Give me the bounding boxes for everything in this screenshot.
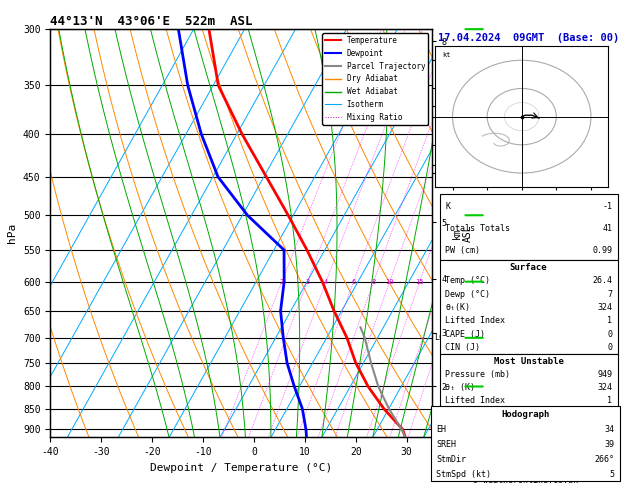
Text: StmDir: StmDir [436, 455, 466, 464]
Text: 0: 0 [607, 330, 612, 339]
Text: CAPE (J): CAPE (J) [445, 410, 485, 418]
Text: PW (cm): PW (cm) [445, 245, 480, 255]
Text: Most Unstable: Most Unstable [494, 357, 564, 365]
Text: 15: 15 [415, 278, 424, 285]
Text: 324: 324 [598, 383, 612, 392]
Text: EH: EH [436, 425, 446, 434]
Text: 41: 41 [603, 224, 612, 233]
Text: 44°13'N  43°06'E  522m  ASL: 44°13'N 43°06'E 522m ASL [50, 15, 253, 28]
Text: 3: 3 [305, 278, 309, 285]
Text: Totals Totals: Totals Totals [445, 224, 510, 233]
Text: 324: 324 [598, 303, 612, 312]
Text: LCL: LCL [433, 333, 448, 342]
Text: 4: 4 [324, 278, 328, 285]
Text: Dewp (°C): Dewp (°C) [445, 290, 490, 298]
Text: CIN (J): CIN (J) [445, 343, 480, 352]
Text: 1: 1 [607, 316, 612, 325]
Text: -1: -1 [603, 202, 612, 211]
Text: 7: 7 [607, 290, 612, 298]
Text: 0: 0 [607, 410, 612, 418]
Legend: Temperature, Dewpoint, Parcel Trajectory, Dry Adiabat, Wet Adiabat, Isotherm, Mi: Temperature, Dewpoint, Parcel Trajectory… [322, 33, 428, 125]
Text: StmSpd (kt): StmSpd (kt) [436, 470, 491, 479]
Text: 10: 10 [386, 278, 394, 285]
Text: CAPE (J): CAPE (J) [445, 330, 485, 339]
Text: SREH: SREH [436, 440, 456, 449]
Text: CIN (J): CIN (J) [445, 423, 480, 432]
Text: 8: 8 [372, 278, 376, 285]
Y-axis label: hPa: hPa [8, 223, 18, 243]
Text: Lifted Index: Lifted Index [445, 396, 505, 405]
Text: 17.04.2024  09GMT  (Base: 00): 17.04.2024 09GMT (Base: 00) [438, 33, 620, 43]
Text: 266°: 266° [594, 455, 615, 464]
Text: 34: 34 [604, 425, 615, 434]
Text: kt: kt [442, 52, 451, 58]
Text: 1: 1 [607, 396, 612, 405]
Text: Surface: Surface [510, 263, 547, 272]
Text: © weatheronline.co.uk: © weatheronline.co.uk [473, 476, 577, 485]
Bar [440, 194, 618, 260]
Text: θₜ(K): θₜ(K) [445, 303, 470, 312]
Text: K: K [445, 202, 450, 211]
Text: 0: 0 [607, 343, 612, 352]
Text: 0.99: 0.99 [593, 245, 612, 255]
Text: θₜ (K): θₜ (K) [445, 383, 475, 392]
Text: 2: 2 [280, 278, 284, 285]
Text: Pressure (mb): Pressure (mb) [445, 370, 510, 379]
Text: 26.4: 26.4 [593, 276, 612, 285]
Bar [440, 354, 618, 434]
Text: Lifted Index: Lifted Index [445, 316, 505, 325]
Text: Temp (°C): Temp (°C) [445, 276, 490, 285]
Text: 39: 39 [604, 440, 615, 449]
X-axis label: Dewpoint / Temperature (°C): Dewpoint / Temperature (°C) [150, 463, 332, 473]
Text: 5: 5 [610, 470, 615, 479]
Text: Hodograph: Hodograph [501, 410, 549, 418]
Text: 0: 0 [607, 423, 612, 432]
Text: 949: 949 [598, 370, 612, 379]
Text: 6: 6 [352, 278, 355, 285]
Bar [440, 260, 618, 354]
Y-axis label: km
ASL: km ASL [452, 225, 473, 242]
